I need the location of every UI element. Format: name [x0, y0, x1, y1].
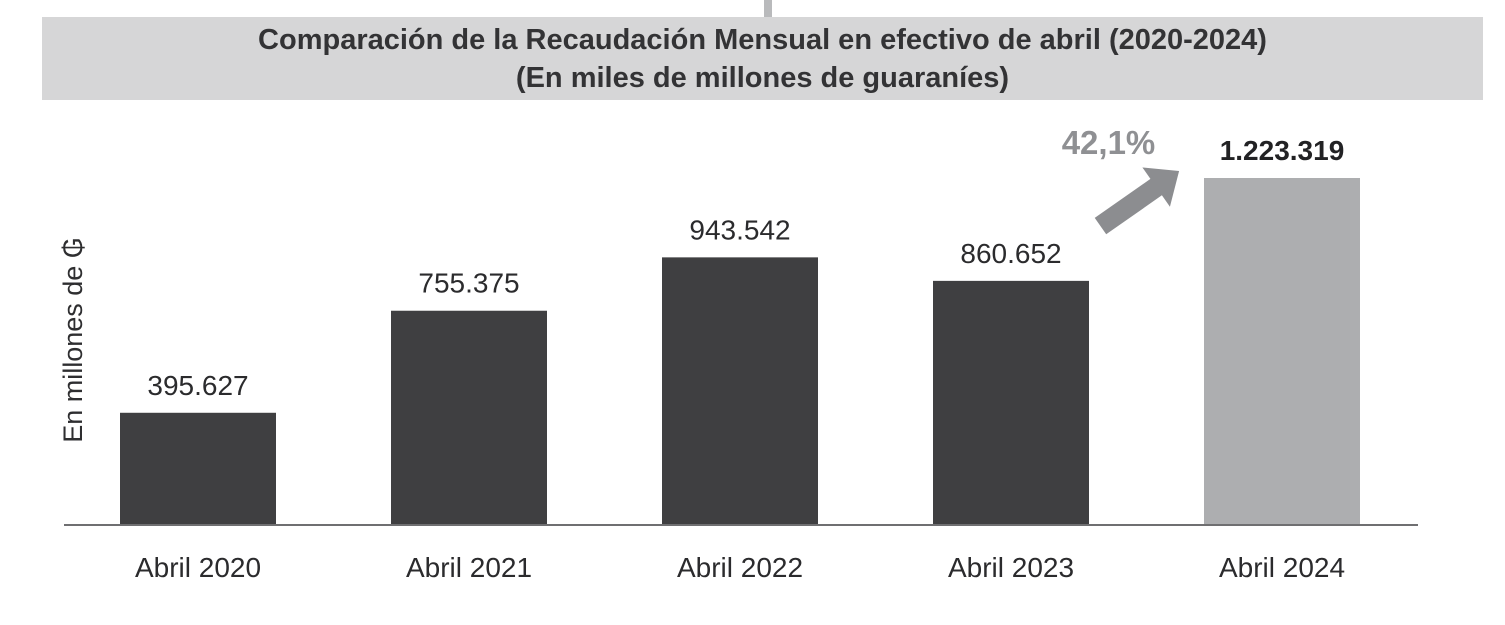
chart-title-band: Comparación de la Recaudación Mensual en… — [42, 17, 1483, 100]
value-label: 395.627 — [147, 370, 248, 401]
bar-abril-2021 — [391, 310, 547, 525]
bar-abril-2020 — [120, 412, 276, 525]
value-label: 755.375 — [418, 268, 519, 299]
growth-percentage-label: 42,1% — [1062, 124, 1156, 161]
top-connector-line — [764, 0, 772, 18]
x-tick-label: Abril 2024 — [1219, 552, 1345, 583]
chart-subtitle: (En miles de millones de guaraníes) — [515, 62, 1010, 94]
bar-abril-2022 — [662, 257, 818, 525]
x-tick-labels-group: Abril 2020 Abril 2021 Abril 2022 Abril 2023… — [135, 552, 1345, 583]
y-axis-label: En millones de ₲ — [58, 237, 88, 443]
bar-abril-2023 — [933, 280, 1089, 525]
value-label: 1.223.319 — [1220, 135, 1345, 166]
bars-group — [120, 178, 1360, 525]
chart-title: Comparación de la Recaudación Mensual en… — [258, 24, 1267, 56]
x-tick-label: Abril 2022 — [677, 552, 803, 583]
value-labels-group: 395.627 755.375 943.542 860.652 1.223.319 — [147, 135, 1344, 401]
bar-abril-2024 — [1204, 178, 1360, 525]
growth-annotation: 42,1% — [1062, 124, 1180, 235]
x-tick-label: Abril 2020 — [135, 552, 261, 583]
value-label: 943.542 — [689, 214, 790, 245]
x-tick-label: Abril 2023 — [948, 552, 1074, 583]
x-tick-label: Abril 2021 — [406, 552, 532, 583]
growth-arrow-icon — [1094, 167, 1180, 235]
value-label: 860.652 — [960, 238, 1061, 269]
